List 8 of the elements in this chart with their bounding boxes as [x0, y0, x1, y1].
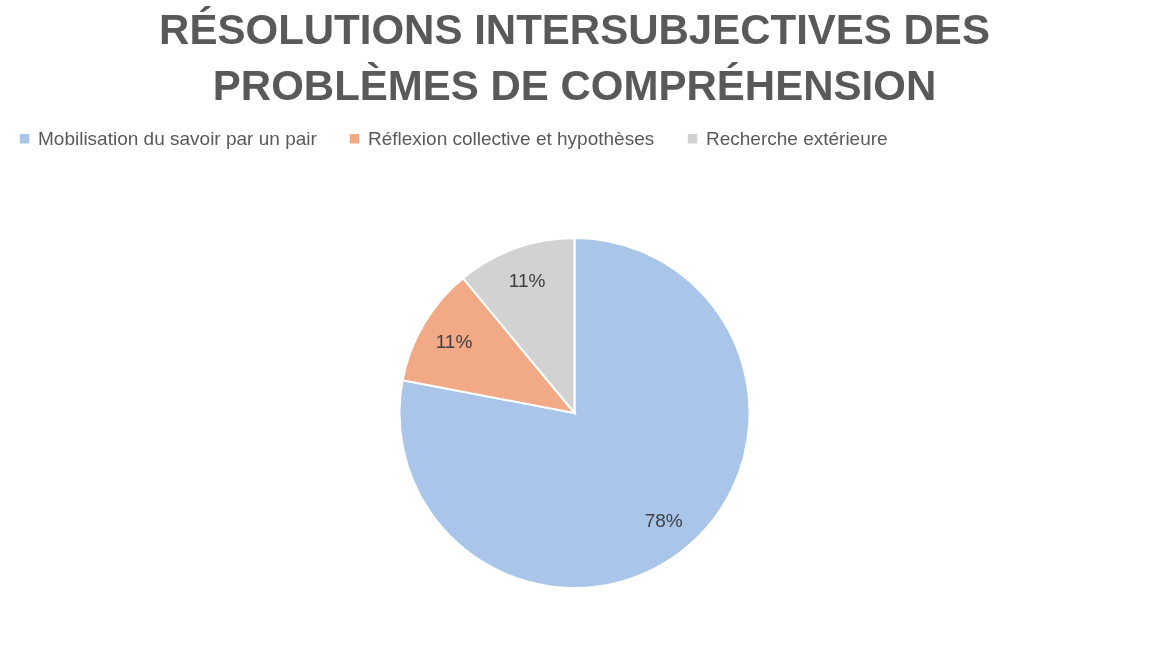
legend-label: Réflexion collective et hypothèses: [368, 127, 655, 149]
data-label: 11%: [508, 270, 546, 292]
pie-slice: [398, 237, 751, 589]
legend-label: Mobilisation du savoir par un pair: [38, 127, 318, 149]
data-label: 78%: [644, 509, 683, 531]
data-label: 11%: [435, 330, 473, 352]
chart-title: RÉSOLUTIONS INTERSUBJECTIVES DES PROBLÈMES DE COMPRÉHENSION: [159, 6, 990, 109]
legend-label: Recherche extérieure: [706, 127, 888, 149]
